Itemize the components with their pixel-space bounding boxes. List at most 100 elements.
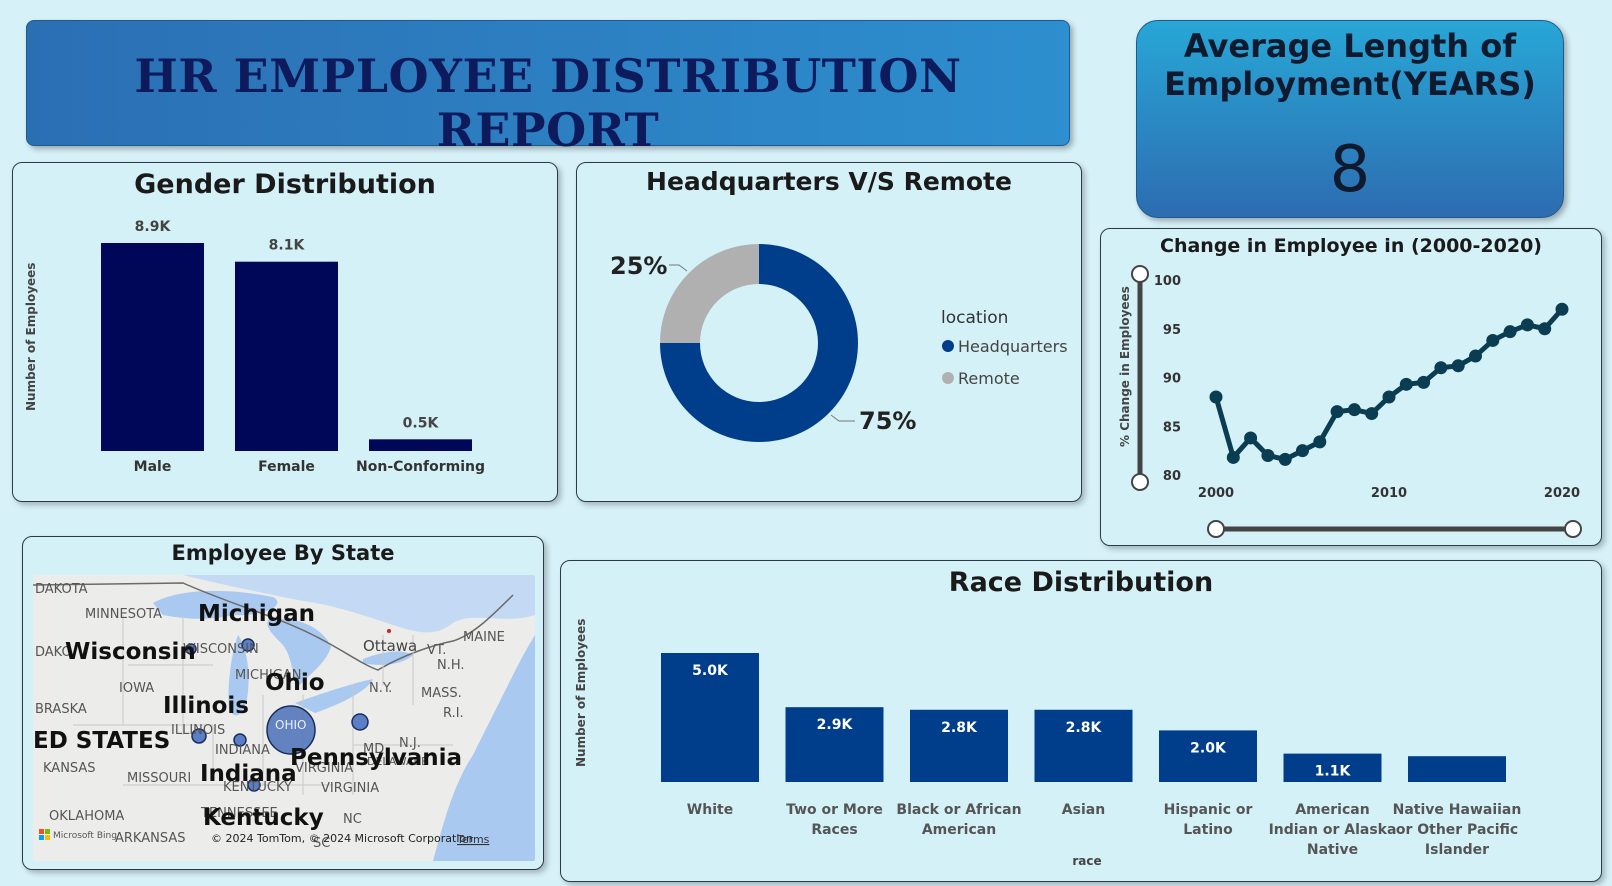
trend-data-point[interactable] <box>1417 375 1431 389</box>
bubble-indiana[interactable] <box>233 733 247 747</box>
trend-data-point[interactable] <box>1261 449 1275 462</box>
trend-data-point[interactable] <box>1399 377 1413 391</box>
map-label-kentucky: Kentucky <box>203 805 324 831</box>
map-label-maine: MAINE <box>463 630 505 645</box>
gender-data-label: 8.9K <box>135 219 172 235</box>
trend-data-point[interactable] <box>1244 431 1258 445</box>
gender-x-tick-label: Non-Conforming <box>356 459 485 475</box>
trend-data-point[interactable] <box>1555 302 1569 316</box>
trend-data-point[interactable] <box>1278 452 1292 466</box>
bubble-illinois[interactable] <box>191 728 207 744</box>
x-range-slider-right-handle[interactable] <box>1564 520 1582 538</box>
trend-data-point[interactable] <box>1347 403 1361 417</box>
map-label-arkansas: ARKANSAS <box>115 831 185 846</box>
map-label-indiana: Indiana <box>200 761 297 787</box>
y-range-slider-top-handle[interactable] <box>1131 265 1149 283</box>
state-bubble-map[interactable]: DAKOTA MINNESOTA DAKO WISCONSIN MICHIGAN… <box>33 575 535 861</box>
map-label-ohio: Ohio <box>265 670 325 696</box>
donut-slice-remote[interactable] <box>660 244 759 343</box>
trend-line-chart: % Change in Employees 80 85 90 95 100 2000 201… <box>1118 265 1582 538</box>
trend-data-point[interactable] <box>1382 390 1396 404</box>
race-bar[interactable] <box>661 653 759 782</box>
race-y-axis-label: Number of Employees <box>574 619 588 767</box>
trend-y-axis-label: % Change in Employees <box>1118 286 1132 447</box>
lake-ontario <box>363 651 413 665</box>
map-label-md: MD <box>363 742 384 757</box>
gender-x-tick-label: Male <box>134 459 172 475</box>
race-x-tick-label: Indian or Alaska <box>1269 822 1397 838</box>
trend-data-point[interactable] <box>1451 359 1465 373</box>
gender-y-axis-label: Number of Employees <box>24 263 38 411</box>
map-label-ohio-small: OHIO <box>275 718 306 732</box>
trend-data-point[interactable] <box>1365 407 1379 421</box>
leader-line-headquarters <box>830 414 855 422</box>
map-label-minnesota: MINNESOTA <box>85 607 162 622</box>
trend-chart-title: Change in Employee in (2000-2020) <box>1160 235 1542 257</box>
trend-y-tick-label: 85 <box>1163 420 1181 435</box>
bubble-ohio[interactable] <box>266 705 316 755</box>
race-data-label: 2.0K <box>1190 740 1227 756</box>
race-bar[interactable] <box>1408 756 1506 782</box>
kpi-card-avg-employment[interactable]: Average Length of Employment(YEARS) 8 <box>1136 20 1564 218</box>
trend-y-tick-label: 100 <box>1154 274 1181 289</box>
map-label-kansas: KANSAS <box>43 761 96 776</box>
employee-by-state-panel[interactable]: Employee By State DAKOTA MINNESOTA DAKO … <box>22 536 544 870</box>
legend-swatch-headquarters <box>942 340 954 352</box>
state-borders <box>73 615 453 795</box>
gender-distribution-panel[interactable]: Gender Distribution Number of Employees … <box>12 162 558 502</box>
map-label-michigan: Michigan <box>198 601 315 627</box>
race-data-label: 1.1K <box>1315 764 1352 780</box>
race-x-tick-label: Native <box>1307 842 1358 858</box>
gender-bar-chart: Number of Employees 8.9K Male 8.1K Female 0.… <box>24 219 485 475</box>
bubble-michigan[interactable] <box>241 638 255 652</box>
kpi-value: 8 <box>1329 133 1371 207</box>
legend-item-remote[interactable]: Remote <box>958 369 1020 388</box>
map-label-braska: BRASKA <box>35 702 87 717</box>
race-distribution-panel[interactable]: Race Distribution Number of Employees ra… <box>560 560 1602 882</box>
bubble-pennsylvania[interactable] <box>351 713 369 731</box>
map-label-wisconsin: Wisconsin <box>65 639 196 665</box>
legend-item-headquarters[interactable]: Headquarters <box>958 337 1068 356</box>
race-bar-chart: Number of Employees race 5.0K White 2.9K Tw… <box>574 619 1521 868</box>
map-label-dakota: DAKOTA <box>35 582 88 597</box>
bubble-wisconsin[interactable] <box>185 643 197 655</box>
race-bar[interactable] <box>910 709 1008 782</box>
us-canada-border <box>33 582 514 671</box>
trend-data-point[interactable] <box>1503 325 1517 339</box>
gender-bar-female[interactable] <box>235 261 338 451</box>
map-label-missouri: MISSOURI <box>127 771 191 786</box>
donut-label-remote: 25% <box>610 252 667 280</box>
gender-bar-non-conforming[interactable] <box>369 439 472 451</box>
trend-data-point[interactable] <box>1209 390 1223 404</box>
race-x-tick-label: Islander <box>1425 842 1489 858</box>
trend-y-tick-label: 90 <box>1163 372 1181 387</box>
gender-bar-male[interactable] <box>101 243 204 451</box>
trend-data-point[interactable] <box>1330 405 1344 419</box>
y-range-slider-bottom-handle[interactable] <box>1131 473 1149 491</box>
map-terms-link[interactable]: Terms <box>456 833 490 846</box>
trend-x-tick-label: 2020 <box>1544 486 1580 501</box>
donut-slice-headquarters[interactable] <box>660 244 858 442</box>
trend-data-point[interactable] <box>1296 444 1309 458</box>
map-label-delaware: DELAWARE <box>367 755 428 768</box>
map-label-ottawa: Ottawa <box>363 637 417 655</box>
employee-change-panel[interactable]: Change in Employee in (2000-2020) % Chan… <box>1100 228 1602 546</box>
race-data-label: 2.9K <box>817 717 854 733</box>
trend-data-point[interactable] <box>1486 333 1500 347</box>
race-bar[interactable] <box>1034 709 1133 782</box>
legend-swatch-remote <box>942 372 954 384</box>
race-bar[interactable] <box>1159 730 1257 782</box>
trend-data-point[interactable] <box>1313 435 1327 449</box>
trend-data-point[interactable] <box>1520 318 1534 332</box>
trend-data-point[interactable] <box>1226 450 1240 464</box>
race-bar[interactable] <box>785 707 884 782</box>
trend-data-point[interactable] <box>1538 322 1552 336</box>
trend-data-point[interactable] <box>1469 349 1482 363</box>
map-label-sc: SC <box>313 836 330 851</box>
hq-remote-panel[interactable]: Headquarters V/S Remote location Headqua… <box>576 162 1082 502</box>
bubble-kentucky[interactable] <box>247 778 261 792</box>
trend-data-point[interactable] <box>1434 361 1448 375</box>
gender-data-label: 0.5K <box>403 415 440 431</box>
x-range-slider-left-handle[interactable] <box>1207 520 1225 538</box>
race-bar[interactable] <box>1283 753 1382 782</box>
